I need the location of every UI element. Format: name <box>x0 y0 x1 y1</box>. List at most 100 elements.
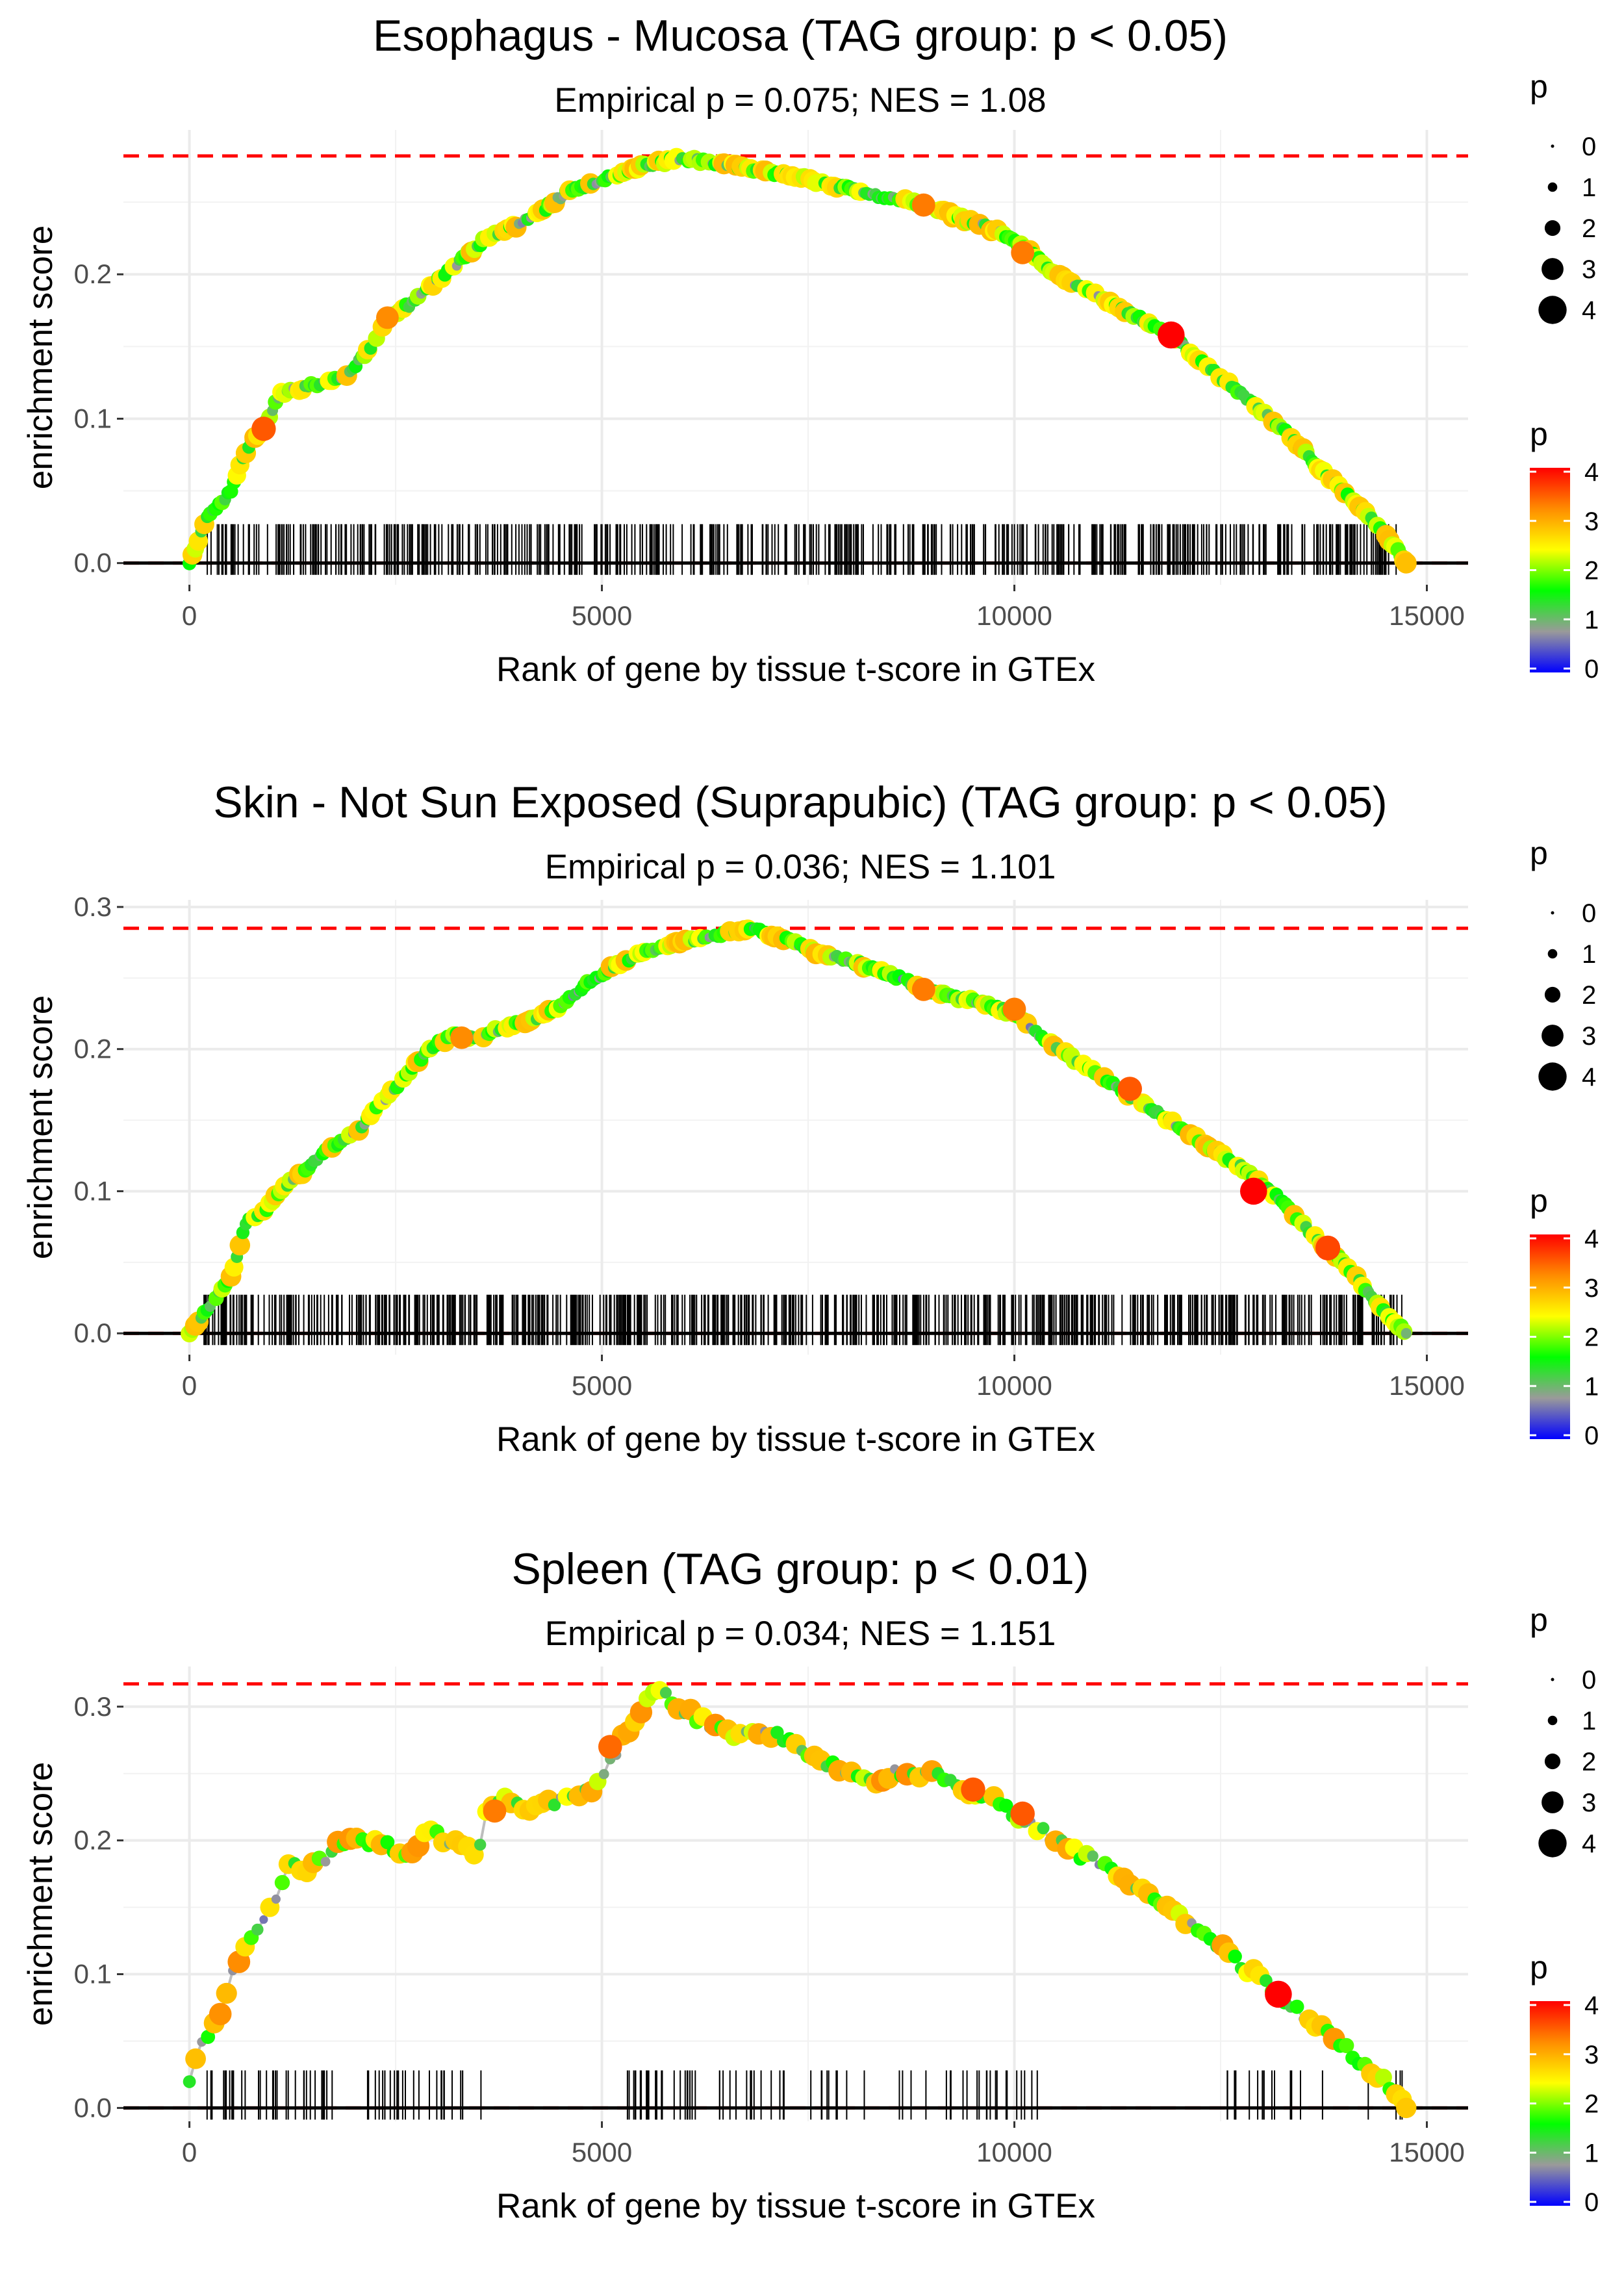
y-axis-label: enrichment score <box>21 995 60 1260</box>
x-tick-label: 5000 <box>572 1370 632 1401</box>
color-legend-title: p <box>1530 1949 1548 1986</box>
panel-3: Spleen (TAG group: p < 0.01) Empirical p … <box>21 1544 1599 2225</box>
es-point <box>1395 552 1417 574</box>
es-point-highlight <box>483 1799 507 1823</box>
es-point <box>659 1687 672 1699</box>
size-legend-label: 1 <box>1582 940 1596 969</box>
legend-panel-1: p 0 1 2 3 4 p 0 1 2 3 4 <box>1530 68 1599 683</box>
es-point <box>999 1798 1013 1813</box>
es-point <box>1339 2038 1354 2054</box>
es-point <box>598 1769 609 1780</box>
es-point-highlight <box>1117 1077 1143 1101</box>
es-point-highlight <box>961 1777 985 1802</box>
size-legend-label: 2 <box>1582 214 1596 243</box>
size-legend-key <box>1551 1678 1554 1681</box>
es-point-highlight <box>1158 321 1185 349</box>
es-point <box>320 1857 331 1867</box>
x-tick-label: 0 <box>182 2137 197 2167</box>
x-tick-label: 15000 <box>1389 600 1465 631</box>
color-legend-label: 1 <box>1584 606 1599 634</box>
color-legend-label: 1 <box>1584 1372 1599 1401</box>
color-legend-title: p <box>1530 1182 1548 1219</box>
color-legend-title: p <box>1530 416 1548 452</box>
x-axis-label: Rank of gene by tissue t-score in GTEx <box>496 1420 1095 1459</box>
grid <box>123 130 1468 585</box>
size-legend-label: 0 <box>1582 1666 1596 1694</box>
es-point-highlight <box>911 977 935 1001</box>
size-legend-label: 3 <box>1582 1022 1596 1051</box>
x-tick-label: 5000 <box>572 2137 632 2167</box>
size-legend-label: 2 <box>1582 1748 1596 1776</box>
y-tick-label: 0.2 <box>74 259 112 289</box>
size-legend-label: 2 <box>1582 981 1596 1010</box>
rug <box>207 524 1397 575</box>
color-legend-bar <box>1530 2001 1570 2206</box>
y-tick-label: 0.0 <box>74 548 112 578</box>
size-legend-label: 4 <box>1582 1830 1596 1858</box>
es-point <box>1289 1999 1304 2014</box>
x-axis-label: Rank of gene by tissue t-score in GTEx <box>496 650 1095 689</box>
y-tick-label: 0.2 <box>74 1034 112 1064</box>
color-legend-label: 4 <box>1584 1225 1599 1253</box>
size-legend-label: 3 <box>1582 1789 1596 1817</box>
es-point <box>229 1234 251 1256</box>
color-legend-label: 4 <box>1584 1991 1599 2020</box>
es-path <box>188 155 1408 564</box>
es-point <box>1037 1822 1050 1835</box>
es-point <box>1375 2069 1392 2086</box>
size-legend-key <box>1542 1025 1564 1047</box>
size-legend-title: p <box>1530 1602 1548 1638</box>
es-point <box>216 1982 237 2004</box>
es-point <box>209 2002 232 2026</box>
es-point <box>183 2075 196 2088</box>
y-axis-label: enrichment score <box>21 225 60 490</box>
es-path <box>188 926 1408 1335</box>
y-tick-label: 0.0 <box>74 2092 112 2123</box>
chart-title: Spleen (TAG group: p < 0.01) <box>512 1544 1089 1594</box>
size-legend-label: 0 <box>1582 133 1596 161</box>
x-axis-label: Rank of gene by tissue t-score in GTEx <box>496 2187 1095 2225</box>
rug-ticks <box>206 2070 1403 2120</box>
y-tick-label: 0.3 <box>74 891 112 922</box>
size-legend-key <box>1538 296 1567 324</box>
y-tick-label: 0.1 <box>74 1175 112 1206</box>
size-legend-key <box>1544 986 1561 1003</box>
size-legend-label: 1 <box>1582 173 1596 202</box>
y-tick-label: 0.3 <box>74 1691 112 1722</box>
es-points <box>182 147 1417 574</box>
panel-2: Skin - Not Sun Exposed (Suprapubic) (TAG… <box>21 778 1599 1459</box>
y-tick-label: 0.1 <box>74 1959 112 1989</box>
es-point <box>1401 1328 1412 1339</box>
y-tick-label: 0.2 <box>74 1825 112 1856</box>
es-point-highlight <box>376 306 399 329</box>
size-legend-label: 4 <box>1582 1063 1596 1092</box>
rug-ticks <box>203 1294 1402 1346</box>
es-point <box>1396 2097 1417 2119</box>
x-tick-label: 10000 <box>976 600 1052 631</box>
y-tick-label: 0.0 <box>74 1318 112 1348</box>
chart-title: Esophagus - Mucosa (TAG group: p < 0.05) <box>373 11 1228 60</box>
size-legend-key <box>1551 911 1554 915</box>
rug-ticks <box>207 524 1397 575</box>
es-point-highlight <box>1315 1235 1341 1260</box>
es-point <box>1228 1949 1242 1963</box>
size-legend-key <box>1538 1829 1567 1858</box>
x-tick-label: 10000 <box>976 2137 1052 2167</box>
color-legend-label: 4 <box>1584 458 1599 487</box>
size-legend-label: 3 <box>1582 255 1596 284</box>
grid <box>123 900 1468 1355</box>
color-legend-bar <box>1530 1234 1570 1439</box>
x-tick-label: 15000 <box>1389 1370 1465 1401</box>
es-point <box>1260 1974 1273 1987</box>
es-point-highlight <box>251 416 276 441</box>
es-point <box>548 1798 561 1811</box>
es-point-highlight <box>1010 1801 1035 1826</box>
es-point-highlight <box>450 1026 474 1049</box>
x-tick-label: 0 <box>182 1370 197 1401</box>
size-legend-key <box>1547 1715 1558 1726</box>
es-point <box>259 1915 268 1924</box>
size-legend-label: 0 <box>1582 899 1596 928</box>
color-legend-bar <box>1530 468 1570 672</box>
legend-panel-2: p 0 1 2 3 4 p 0 1 2 3 4 <box>1530 835 1599 1450</box>
color-legend-label: 2 <box>1584 1323 1599 1352</box>
